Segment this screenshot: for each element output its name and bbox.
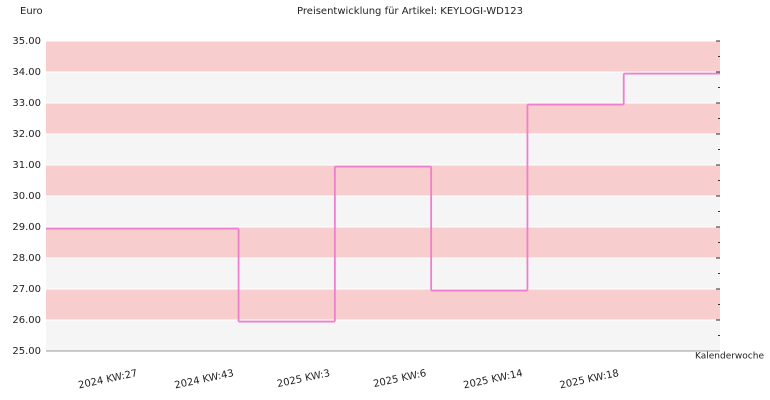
- plot-band: [46, 227, 720, 258]
- plot-band: [46, 196, 720, 227]
- y-tick-label: 26.00: [12, 315, 41, 326]
- plot-band: [46, 320, 720, 351]
- x-tick-label: 2024 KW:27: [77, 368, 138, 391]
- y-tick-label: 28.00: [12, 253, 41, 264]
- y-axis-label: Euro: [20, 6, 43, 17]
- x-tick-label: 2025 KW:18: [559, 368, 620, 391]
- x-tick-label: 2025 KW:6: [372, 368, 427, 390]
- plot-band: [46, 289, 720, 320]
- y-tick-label: 25.00: [12, 346, 41, 357]
- plot-band: [46, 41, 720, 72]
- y-tick-label: 35.00: [12, 36, 41, 47]
- plot-band: [46, 103, 720, 134]
- x-tick-label: 2025 KW:14: [462, 368, 523, 391]
- x-axis-label: Kalenderwoche: [695, 352, 764, 362]
- y-tick-label: 27.00: [12, 284, 41, 295]
- plot-band: [46, 134, 720, 165]
- y-tick-label: 34.00: [12, 67, 41, 78]
- plot-band: [46, 165, 720, 196]
- plot-band: [46, 258, 720, 289]
- chart-title: Preisentwicklung für Artikel: KEYLOGI-WD…: [297, 6, 523, 17]
- y-tick-label: 32.00: [12, 129, 41, 140]
- x-tick-label: 2025 KW:3: [276, 368, 331, 390]
- x-tick-label: 2024 KW:43: [174, 368, 235, 391]
- y-tick-label: 30.00: [12, 191, 41, 202]
- plot-band: [46, 72, 720, 103]
- y-tick-label: 31.00: [12, 160, 41, 171]
- y-tick-label: 29.00: [12, 222, 41, 233]
- y-tick-label: 33.00: [12, 98, 41, 109]
